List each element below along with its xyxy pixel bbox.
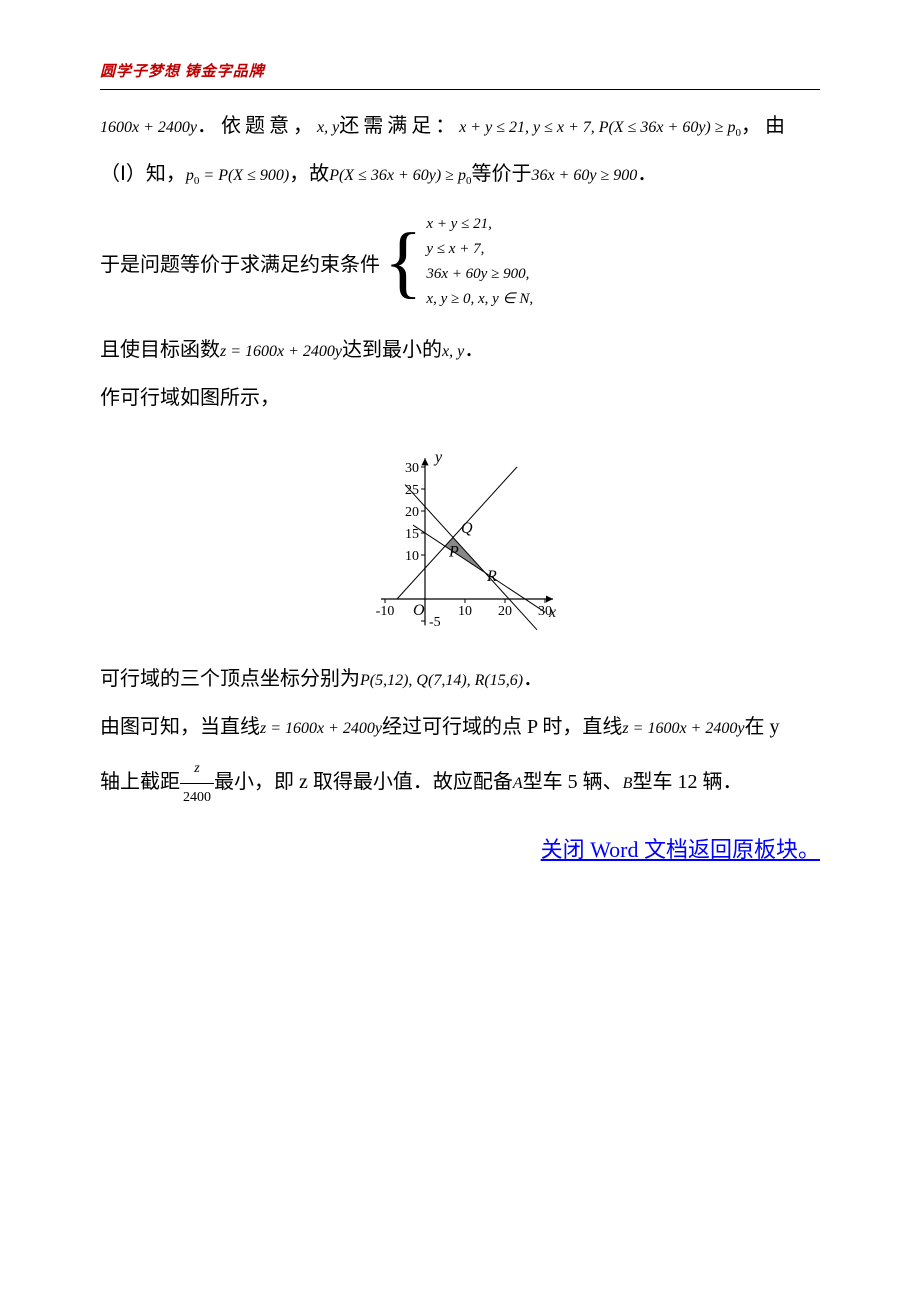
constraint-2: y ≤ x + 7, [426,239,533,260]
t: 且使目标函数 [100,339,220,361]
t: 最小，即 z 取得最小值．故应配备 [214,771,513,793]
t: 经过可行域的点 P 时，直线 [382,716,622,738]
t: 轴上截距 [100,771,180,793]
expr-z2: z = 1600x + 2400y [260,720,382,737]
t: 型车 5 辆、 [523,771,623,793]
t: 可行域的三个顶点坐标分别为 [100,668,360,690]
t: 由图可知，当直线 [100,716,260,738]
t: 等价于 [471,163,531,185]
header-tagline: 圆学子梦想 铸金字品牌 [100,60,820,81]
feasible-region-chart: -10102030-51015202530yxOPQR [100,434,820,639]
expr-xy: x, y [317,119,339,136]
expr-cost: 1600x + 2400y [100,119,197,136]
para-7: 轴上截距z2400最小，即 z 取得最小值．故应配备A型车 5 辆、B型车 12… [100,755,820,812]
t: ．依题意， [197,115,317,137]
constraint-3: 36x + 60y ≥ 900, [426,264,533,285]
expr-vertices: P(5,12), Q(7,14), R(15,6) [360,672,523,689]
para-4: 作可行域如图所示， [100,378,820,418]
para-2: （Ⅰ）知，p0 = P(X ≤ 900)，故P(X ≤ 36x + 60y) ≥… [100,154,820,194]
t: 还需满足： [339,115,459,137]
svg-text:20: 20 [498,604,512,619]
expr-p0a: p0 = P(X ≤ 900) [186,167,289,184]
t: 型车 12 辆． [632,771,742,793]
close-word-link[interactable]: 关闭 Word 文档返回原板块。 [100,832,820,864]
svg-text:10: 10 [405,549,419,564]
svg-text:P: P [448,544,459,561]
svg-text:-10: -10 [376,604,395,619]
t: ，故 [289,163,329,185]
expr-900: 36x + 60y ≥ 900 [531,167,637,184]
fraction-z-2400: z2400 [180,755,214,812]
t: ，由 [741,115,789,137]
brace-icon: { [384,230,422,294]
svg-text:25: 25 [405,483,419,498]
svg-text:-5: -5 [429,615,441,630]
svg-text:15: 15 [405,527,419,542]
t: （Ⅰ）知， [100,163,186,185]
svg-text:20: 20 [405,505,419,520]
t: ． [637,163,657,185]
svg-text:R: R [486,568,497,585]
para-1: 1600x + 2400y．依题意，x, y还需满足：x + y ≤ 21, y… [100,106,820,146]
svg-text:Q: Q [461,520,473,537]
svg-text:x: x [548,604,556,621]
t: ． [464,339,484,361]
expr-z: z = 1600x + 2400y [220,343,342,360]
para-3: 且使目标函数z = 1600x + 2400y达到最小的x, y． [100,330,820,370]
header-rule [100,89,820,90]
svg-text:30: 30 [405,461,419,476]
t: 达到最小的 [342,339,442,361]
var-B: B [623,775,633,792]
t: ． [523,668,543,690]
para-6: 由图可知，当直线z = 1600x + 2400y经过可行域的点 P 时，直线z… [100,707,820,747]
t: 在 y [744,716,779,738]
expr-p0b: P(X ≤ 36x + 60y) ≥ p0 [329,167,471,184]
constraints-block: 于是问题等价于求满足约束条件 { x + y ≤ 21, y ≤ x + 7, … [100,214,820,310]
constraint-4: x, y ≥ 0, x, y ∈ N, [426,289,533,310]
svg-text:y: y [433,449,443,466]
expr-z3: z = 1600x + 2400y [622,720,744,737]
var-A: A [513,775,523,792]
expr-xy2: x, y [442,343,464,360]
constraint-1: x + y ≤ 21, [426,214,533,235]
constraints-lead: 于是问题等价于求满足约束条件 [100,248,380,277]
para-5: 可行域的三个顶点坐标分别为P(5,12), Q(7,14), R(15,6)． [100,659,820,699]
svg-text:10: 10 [458,604,472,619]
expr-cond: x + y ≤ 21, y ≤ x + 7, P(X ≤ 36x + 60y) … [459,119,741,136]
svg-text:O: O [413,602,425,619]
